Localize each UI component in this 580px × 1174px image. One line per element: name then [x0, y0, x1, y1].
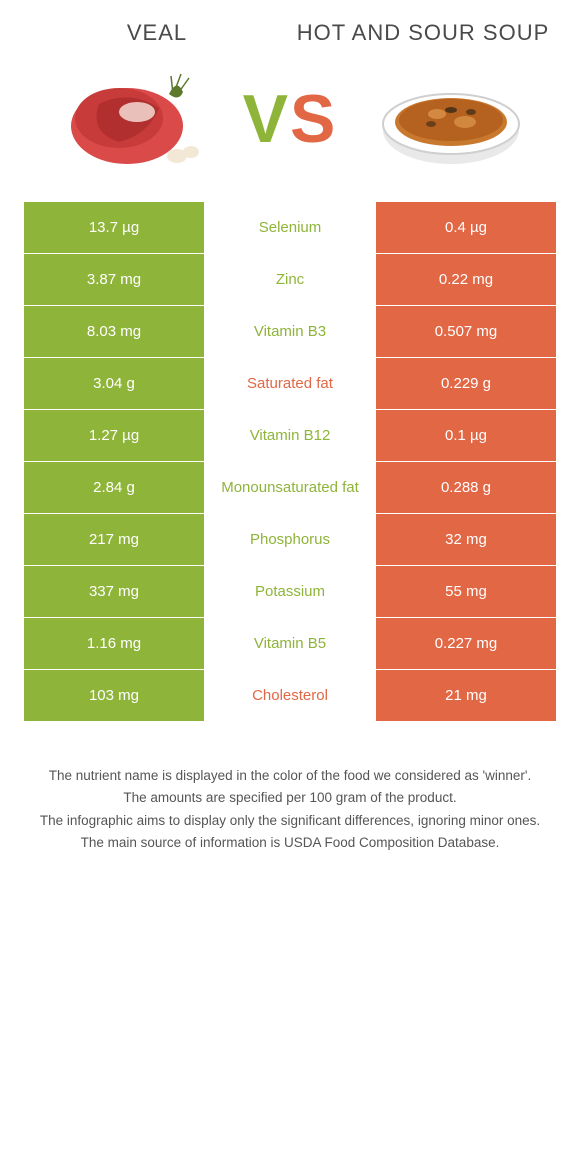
value-left: 3.87 mg	[24, 254, 204, 306]
nutrient-row: 8.03 mgVitamin B30.507 mg	[24, 306, 556, 358]
nutrient-name: Vitamin B12	[204, 410, 376, 462]
veal-image	[49, 64, 209, 174]
value-right: 21 mg	[376, 670, 556, 722]
footnotes: The nutrient name is displayed in the co…	[24, 766, 556, 853]
nutrient-table: 13.7 µgSelenium0.4 µg3.87 mgZinc0.22 mg8…	[24, 202, 556, 722]
nutrient-row: 3.87 mgZinc0.22 mg	[24, 254, 556, 306]
value-left: 337 mg	[24, 566, 204, 618]
nutrient-name: Cholesterol	[204, 670, 376, 722]
value-left: 217 mg	[24, 514, 204, 566]
nutrient-name: Selenium	[204, 202, 376, 254]
footnote-line: The infographic aims to display only the…	[24, 811, 556, 831]
value-right: 0.229 g	[376, 358, 556, 410]
value-left: 8.03 mg	[24, 306, 204, 358]
nutrient-name: Vitamin B3	[204, 306, 376, 358]
title-left: Veal	[24, 20, 290, 46]
nutrient-name: Vitamin B5	[204, 618, 376, 670]
value-left: 1.16 mg	[24, 618, 204, 670]
soup-image	[371, 64, 531, 174]
nutrient-name: Saturated fat	[204, 358, 376, 410]
value-left: 1.27 µg	[24, 410, 204, 462]
vs-label: VS	[243, 80, 338, 158]
value-right: 0.22 mg	[376, 254, 556, 306]
value-left: 2.84 g	[24, 462, 204, 514]
vs-v: V	[243, 81, 290, 157]
title-row: Veal Hot and sour soup	[24, 20, 556, 46]
value-left: 103 mg	[24, 670, 204, 722]
value-left: 3.04 g	[24, 358, 204, 410]
vs-s: S	[290, 81, 337, 157]
value-right: 0.1 µg	[376, 410, 556, 462]
nutrient-name: Potassium	[204, 566, 376, 618]
value-left: 13.7 µg	[24, 202, 204, 254]
nutrient-row: 13.7 µgSelenium0.4 µg	[24, 202, 556, 254]
nutrient-row: 337 mgPotassium55 mg	[24, 566, 556, 618]
title-right: Hot and sour soup	[290, 20, 556, 46]
value-right: 55 mg	[376, 566, 556, 618]
value-right: 0.4 µg	[376, 202, 556, 254]
nutrient-name: Phosphorus	[204, 514, 376, 566]
nutrient-row: 103 mgCholesterol21 mg	[24, 670, 556, 722]
footnote-line: The amounts are specified per 100 gram o…	[24, 788, 556, 808]
nutrient-row: 2.84 gMonounsaturated fat0.288 g	[24, 462, 556, 514]
value-right: 0.507 mg	[376, 306, 556, 358]
value-right: 0.227 mg	[376, 618, 556, 670]
nutrient-row: 3.04 gSaturated fat0.229 g	[24, 358, 556, 410]
nutrient-row: 217 mgPhosphorus32 mg	[24, 514, 556, 566]
nutrient-name: Zinc	[204, 254, 376, 306]
hero-row: VS	[24, 64, 556, 174]
nutrient-row: 1.27 µgVitamin B120.1 µg	[24, 410, 556, 462]
footnote-line: The nutrient name is displayed in the co…	[24, 766, 556, 786]
value-right: 0.288 g	[376, 462, 556, 514]
nutrient-name: Monounsaturated fat	[204, 462, 376, 514]
value-right: 32 mg	[376, 514, 556, 566]
footnote-line: The main source of information is USDA F…	[24, 833, 556, 853]
nutrient-row: 1.16 mgVitamin B50.227 mg	[24, 618, 556, 670]
